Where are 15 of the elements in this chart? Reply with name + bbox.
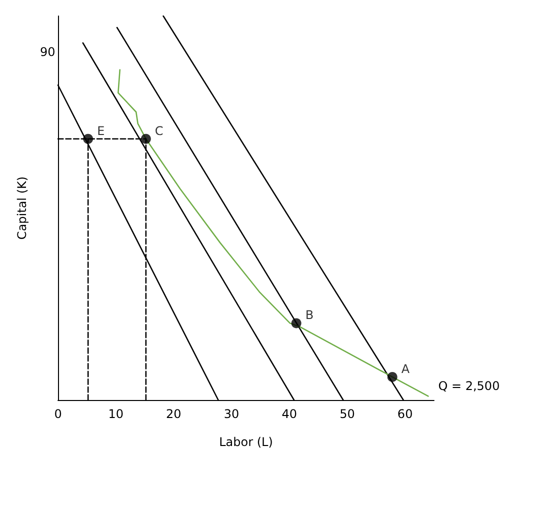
annotation: A <box>401 362 410 376</box>
x-axis-title: Labor (L) <box>219 435 273 449</box>
annotation: B <box>305 308 314 322</box>
y-axis-title: Capital (K) <box>15 176 29 240</box>
x-tick-label: 30 <box>224 407 240 421</box>
x-tick-label: 0 <box>54 407 62 421</box>
annotation: E <box>97 124 105 138</box>
x-tick-label: 60 <box>397 407 413 421</box>
x-tick-label: 50 <box>340 407 355 421</box>
text: 90 <box>40 45 56 59</box>
x-tick-label: 20 <box>166 407 182 421</box>
annotation: C <box>154 124 164 138</box>
series-label: Q = 2,500 <box>438 379 500 394</box>
x-tick-label: 40 <box>282 407 298 421</box>
x-tick-label: 10 <box>108 407 124 421</box>
